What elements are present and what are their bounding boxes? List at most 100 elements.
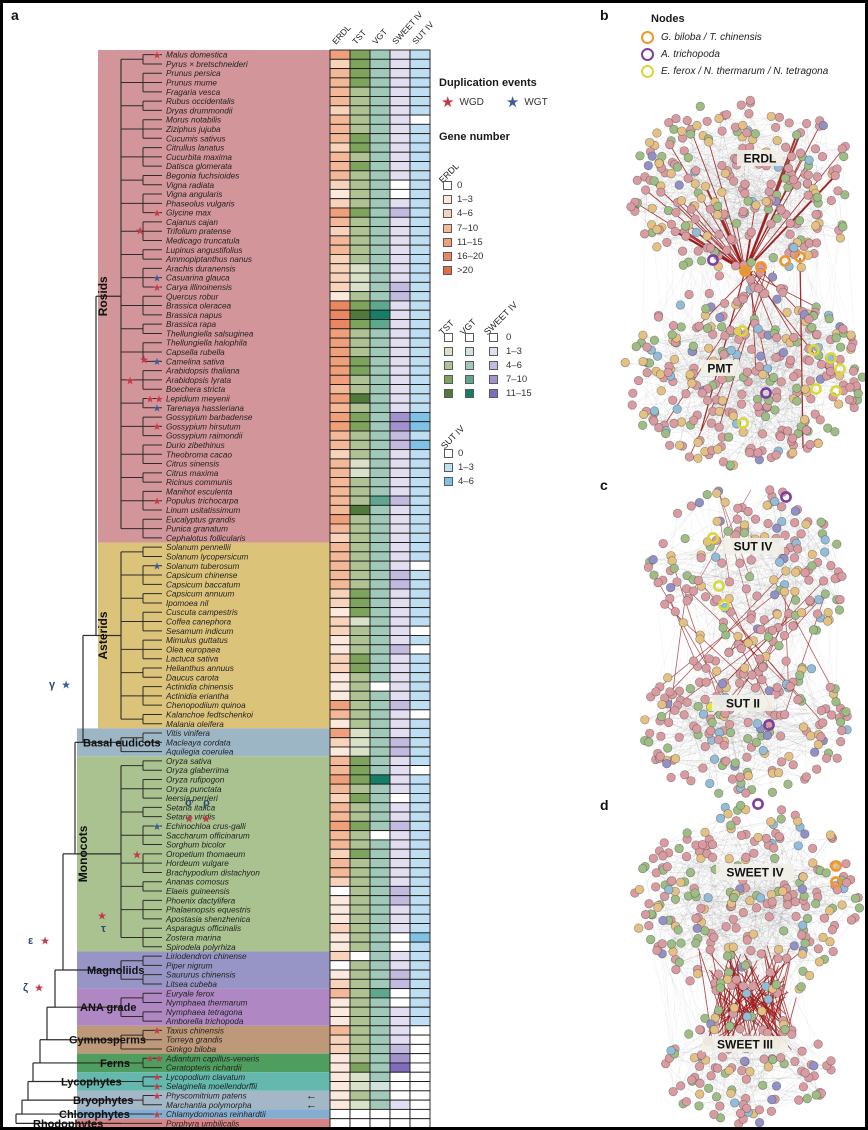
network-edge	[691, 1079, 820, 1096]
network-cluster-label: SUT IV	[734, 540, 773, 554]
network-edge	[688, 173, 792, 179]
network-node	[835, 717, 846, 727]
network-node	[729, 176, 739, 186]
heatmap-cell	[369, 114, 391, 125]
network-edge	[690, 744, 725, 782]
heatmap-cell	[409, 792, 431, 804]
network-node	[704, 654, 714, 664]
network-edge	[699, 658, 760, 683]
heatmap-cell	[389, 411, 411, 423]
network-node	[671, 114, 681, 124]
legend-swatch-label: 1–3	[458, 462, 474, 473]
heatmap-cell	[329, 411, 351, 423]
network-edge	[660, 341, 798, 375]
network-node	[776, 757, 787, 767]
network-edge	[654, 276, 773, 413]
network-node	[638, 356, 648, 367]
network-node	[783, 163, 793, 173]
network-edge	[665, 133, 756, 434]
network-node	[830, 171, 840, 181]
heatmap-cell	[329, 1081, 351, 1092]
network-node	[687, 1075, 697, 1085]
network-node	[808, 858, 818, 868]
network-node	[746, 946, 756, 956]
heatmap-cell	[409, 253, 431, 265]
network-node	[768, 272, 778, 282]
species-label: Brassica oleracea	[166, 302, 232, 311]
network-edge	[672, 841, 755, 952]
species-label: Capsicum annuum	[166, 590, 234, 599]
network-edge	[834, 907, 860, 926]
heatmap-cell	[389, 885, 411, 897]
heatmap-cell	[389, 755, 411, 767]
heatmap-cell	[389, 1099, 411, 1110]
network-edge	[660, 191, 745, 194]
heatmap-cell	[389, 477, 411, 488]
heatmap-cell	[329, 690, 351, 701]
network-edge	[693, 834, 747, 889]
network-edge	[808, 569, 839, 573]
network-node	[735, 772, 745, 782]
wgd-star-icon: ★	[135, 226, 145, 238]
network-edge	[775, 357, 806, 429]
legend-swatch	[443, 181, 452, 190]
legend-swatch	[489, 375, 498, 384]
wgd-star-icon: ★	[153, 497, 162, 508]
species-label: Theobroma cacao	[166, 450, 232, 459]
network-node	[733, 503, 743, 513]
network-node	[753, 324, 763, 334]
heatmap-cell	[349, 681, 371, 692]
network-node	[803, 190, 813, 200]
species-label: Echinochloa crus-galli	[166, 822, 246, 831]
species-label: Carya illinoinensis	[166, 283, 232, 292]
network-edge	[809, 578, 836, 601]
heatmap-cell	[349, 1016, 371, 1027]
network-node	[704, 1083, 714, 1093]
network-node	[750, 129, 760, 139]
heatmap-cell	[389, 579, 411, 590]
network-node	[810, 747, 820, 757]
network-node	[657, 939, 667, 949]
network-node	[628, 388, 638, 398]
network-edge	[708, 138, 767, 202]
network-node	[797, 884, 808, 894]
network-red-edge	[744, 146, 846, 272]
heatmap-cell	[389, 188, 411, 200]
network-node	[701, 663, 711, 673]
heatmap-cell	[369, 774, 391, 785]
network-node	[740, 1056, 750, 1066]
network-node	[839, 151, 849, 162]
network-node	[780, 1024, 790, 1035]
heatmap-cell	[349, 216, 371, 228]
heatmap-cell	[369, 49, 391, 60]
species-label: Prunus persica	[166, 69, 221, 78]
species-label: Pyrus × bretschneideri	[166, 60, 248, 69]
heatmap-cell	[329, 755, 351, 767]
network-edge	[797, 146, 846, 243]
network-cluster-label: PMT	[707, 362, 733, 376]
network-node	[827, 925, 837, 935]
network-edge	[707, 265, 736, 329]
heatmap-cell	[349, 895, 371, 906]
greek-node-label: γ	[49, 679, 56, 691]
network-edge	[671, 943, 777, 1045]
species-label: Hordeum vulgare	[166, 859, 229, 868]
species-label: Euryale ferox	[166, 989, 215, 998]
heatmap-cell	[409, 597, 431, 609]
species-label: Daucus carota	[166, 673, 219, 682]
heatmap-cell	[329, 365, 351, 376]
network-edge	[672, 1033, 690, 1092]
network-node	[666, 219, 677, 229]
network-edge	[780, 735, 824, 741]
clade-band-bryophytes	[77, 1090, 330, 1110]
network-edge	[693, 561, 780, 581]
network-node	[673, 925, 683, 935]
wgt-star-icon: ★	[153, 404, 162, 415]
network-node	[770, 590, 780, 600]
network-edge	[700, 557, 770, 632]
clade-band-asterids	[98, 542, 330, 729]
heatmap-cell	[409, 560, 431, 571]
heatmap-cell	[349, 616, 371, 627]
species-label: Setaria italica	[166, 803, 216, 812]
species-label: Chlamydomonas reinhardtii	[166, 1110, 266, 1119]
